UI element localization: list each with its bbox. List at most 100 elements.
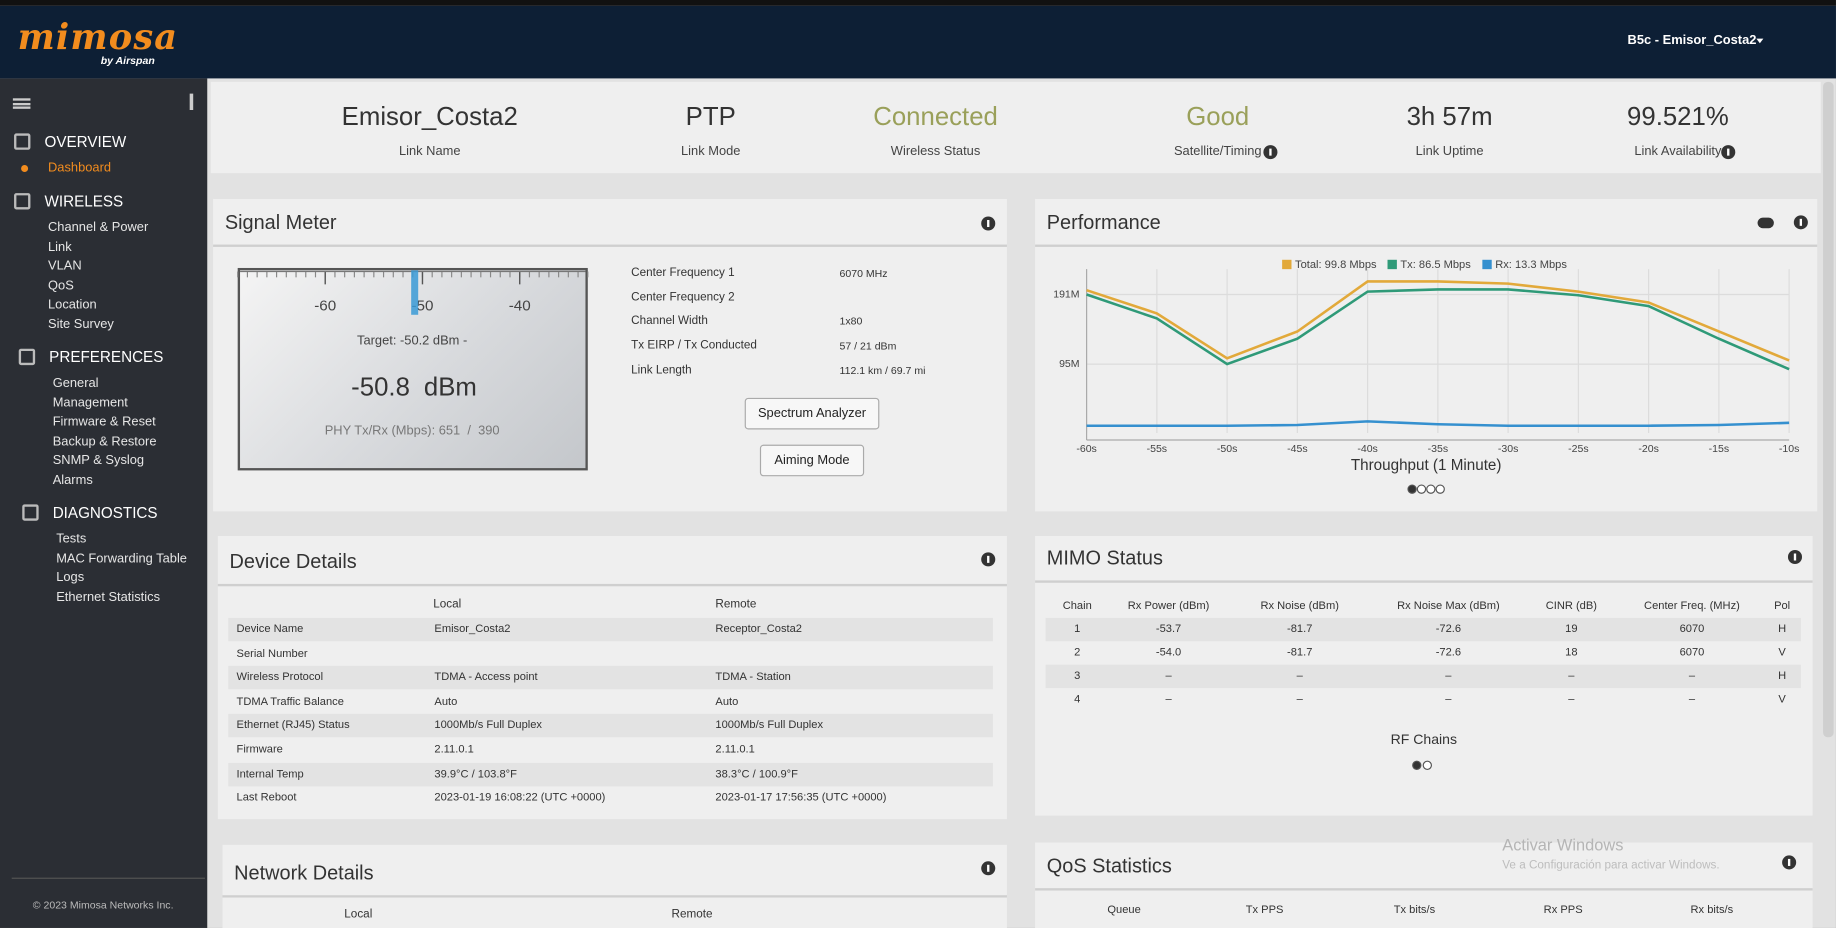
pager-dot[interactable] (1412, 760, 1422, 770)
table-cell: -53.7 (1155, 622, 1182, 636)
detail-label: Center Frequency 2 (631, 291, 735, 304)
table-cell: 2.11.0.1 (434, 743, 474, 757)
column-header: Rx PPS (1543, 903, 1583, 917)
pager-dot[interactable] (1435, 484, 1445, 494)
hamburger[interactable] (12, 98, 31, 109)
detail-value: 57 / 21 dBm (839, 340, 897, 352)
sidebar-item[interactable]: Management (52, 395, 128, 410)
button[interactable] (744, 397, 880, 430)
sidebar-item[interactable]: General (52, 376, 99, 391)
summary-label: Satellite/Timing (1173, 144, 1262, 159)
table-cell: TDMA - Station (715, 671, 791, 684)
sidebar-section[interactable]: PREFERENCES (49, 348, 164, 366)
panel-title: Network Details (234, 861, 374, 885)
sidebar-item[interactable]: Location (48, 298, 97, 313)
sidebar-item[interactable]: VLAN (48, 259, 82, 274)
sidebar-item[interactable]: Firmware & Reset (52, 415, 156, 430)
button-label[interactable]: Spectrum Analyzer (757, 406, 867, 421)
sidebar-item[interactable]: Dashboard (48, 160, 112, 175)
pin-icon[interactable] (189, 93, 194, 110)
panel-rule (1035, 888, 1813, 891)
summary-value: Emisor_Costa2 (341, 101, 518, 132)
cloud-icon (1757, 217, 1774, 229)
sidebar-item[interactable]: Ethernet Statistics (56, 590, 161, 605)
info-icon (1721, 145, 1736, 160)
phy-rate: PHY Tx/Rx (Mbps): 651 / 390 (324, 424, 500, 439)
info-icon (1793, 215, 1808, 230)
table-cell: 3 (1074, 669, 1081, 683)
summary-value: PTP (685, 101, 736, 132)
panel-rule (222, 895, 1007, 898)
detail-label: Channel Width (631, 315, 708, 329)
pager-dot[interactable] (1416, 484, 1427, 494)
panel (222, 844, 1007, 928)
detail-label: Center Frequency 1 (631, 266, 735, 280)
row-stripe (228, 762, 993, 786)
pager-dot[interactable] (1426, 484, 1436, 494)
table-cell: H (1778, 622, 1787, 636)
table-cell: 19 (1565, 622, 1578, 636)
sidebar-item[interactable]: Backup & Restore (52, 434, 157, 449)
table-cell: 38.3°C / 100.9°F (715, 767, 798, 781)
sidebar-item[interactable]: MAC Forwarding Table (56, 551, 187, 566)
table-cell: Emisor_Costa2 (434, 622, 511, 636)
info-icon (981, 216, 996, 231)
signal-reading: -50.8 (351, 372, 410, 402)
gauge-box (237, 267, 588, 471)
watermark-sub: Ve a Configuración para activar Windows. (1502, 858, 1720, 872)
info-icon (981, 552, 996, 567)
button[interactable] (759, 444, 865, 477)
table-cell: Auto (715, 695, 739, 709)
detail-value: 1x80 (839, 315, 863, 328)
sidebar-item[interactable]: Tests (56, 531, 87, 546)
panel-title: MIMO Status (1046, 547, 1163, 570)
panel (1035, 842, 1813, 928)
brand-sub: by Airspan (100, 54, 155, 67)
sidebar-item[interactable]: Site Survey (48, 317, 114, 332)
sidebar-item[interactable]: QoS (48, 278, 74, 293)
table-cell: TDMA - Access point (434, 671, 538, 684)
table-cell: -72.6 (1435, 646, 1462, 660)
sidebar (0, 78, 208, 928)
table-cell: -81.7 (1287, 622, 1313, 636)
sidebar-item[interactable]: Link (48, 240, 72, 255)
sidebar-section[interactable]: WIRELESS (44, 192, 124, 211)
column-header: Chain (1062, 599, 1092, 613)
device-menu[interactable]: B5c - Emisor_Costa2 (1627, 33, 1757, 48)
hamburger-mid (12, 102, 31, 105)
column-header: Center Freq. (MHz) (1644, 599, 1740, 613)
table-cell: – (1165, 693, 1172, 706)
table-cell: Serial Number (236, 646, 308, 660)
panel-title: Performance (1046, 211, 1161, 234)
summary-value: Connected (873, 101, 998, 132)
sidebar-item[interactable]: Channel & Power (48, 220, 149, 235)
pager-dot[interactable] (1407, 484, 1417, 494)
column-header: Pol (1774, 599, 1791, 613)
table-cell: 1000Mb/s Full Duplex (715, 719, 824, 733)
table-cell: Last Reboot (236, 791, 297, 805)
table-cell: – (1296, 693, 1303, 706)
table-cell: 2.11.0.1 (715, 743, 755, 757)
sidebar-section[interactable]: DIAGNOSTICS (52, 503, 158, 522)
sidebar-section[interactable]: OVERVIEW (44, 132, 127, 151)
brand-logo: mimosa (17, 17, 179, 59)
pager-dot[interactable] (1422, 760, 1433, 770)
row-stripe (228, 617, 993, 642)
sidebar-item[interactable]: Logs (56, 570, 85, 585)
button-label[interactable]: Aiming Mode (774, 452, 850, 467)
panel-rule (1035, 244, 1818, 247)
section-icon (18, 348, 36, 366)
table-cell: 2023-01-19 16:08:22 (UTC +0000) (434, 791, 606, 805)
table-cell: Firmware (236, 743, 283, 757)
column-header: Tx PPS (1245, 903, 1284, 917)
table-cell: – (1568, 669, 1575, 683)
table-cell: – (1296, 669, 1303, 683)
table-cell: 2023-01-17 17:56:35 (UTC +0000) (715, 791, 887, 805)
sidebar-item[interactable]: SNMP & Syslog (52, 453, 145, 468)
summary-label: Link Availability (1634, 144, 1722, 159)
header-bar (0, 5, 1836, 79)
table-cell: -81.7 (1287, 646, 1313, 660)
table-cell: – (1688, 693, 1696, 706)
summary-value: Good (1186, 101, 1250, 132)
sidebar-item[interactable]: Alarms (52, 473, 93, 488)
